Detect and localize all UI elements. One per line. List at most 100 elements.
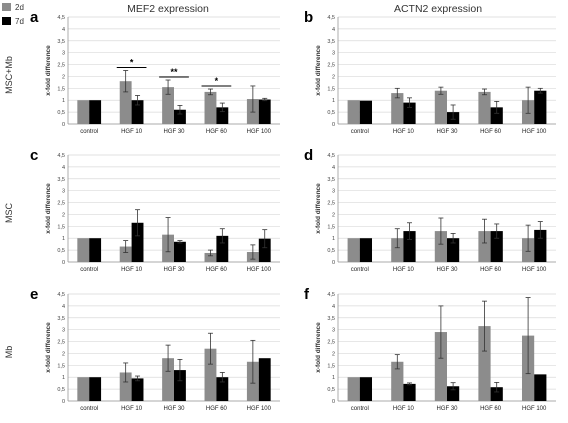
y-tick-label: 3,5 bbox=[57, 316, 65, 322]
bar-2d-control bbox=[77, 100, 90, 124]
bar-7d-control bbox=[89, 100, 102, 124]
bar-7d-control bbox=[359, 238, 373, 262]
bar-7d-hgf-10 bbox=[403, 383, 416, 401]
y-tick-label: 0 bbox=[62, 122, 65, 128]
y-tick-label: 2,5 bbox=[57, 63, 65, 69]
x-tick-label: control bbox=[351, 406, 369, 412]
y-tick-label: 1 bbox=[62, 98, 65, 104]
bar-7d-control bbox=[359, 100, 373, 124]
legend-label-2d: 2d bbox=[15, 3, 24, 12]
panel-letter-e: e bbox=[30, 286, 38, 303]
bar-2d-control bbox=[347, 100, 360, 124]
bar-7d-hgf-100 bbox=[534, 90, 547, 124]
bar-2d-hgf-10 bbox=[391, 93, 404, 124]
y-tick-label: 0,5 bbox=[57, 110, 65, 116]
row-label-msc-mb: MSC+Mb bbox=[4, 56, 14, 94]
legend: 2d 7d bbox=[2, 3, 24, 26]
bar-2d-hgf-60 bbox=[478, 91, 491, 124]
x-tick-label: HGF 30 bbox=[436, 406, 458, 412]
y-axis-label: x-fold difference bbox=[315, 183, 322, 234]
bar-7d-hgf-10 bbox=[131, 378, 144, 401]
bar-2d-hgf-10 bbox=[119, 81, 132, 124]
y-tick-label: 1 bbox=[332, 236, 335, 242]
y-tick-label: 2 bbox=[332, 212, 335, 218]
x-tick-label: HGF 100 bbox=[247, 129, 272, 135]
column-title-mef2: MEF2 expression bbox=[127, 3, 209, 15]
x-tick-label: HGF 10 bbox=[121, 406, 143, 412]
y-tick-label: 2,5 bbox=[327, 340, 335, 346]
x-tick-label: HGF 100 bbox=[522, 129, 547, 135]
x-tick-label: HGF 100 bbox=[522, 406, 547, 412]
y-tick-label: 4,5 bbox=[327, 15, 335, 21]
bar-7d-hgf-100 bbox=[258, 358, 271, 401]
y-tick-label: 4 bbox=[332, 304, 335, 310]
x-tick-label: HGF 30 bbox=[163, 129, 185, 135]
bar-2d-hgf-60 bbox=[478, 326, 491, 401]
panel-letter-b: b bbox=[304, 9, 313, 26]
x-tick-label: HGF 60 bbox=[206, 129, 228, 135]
y-tick-label: 1 bbox=[62, 375, 65, 381]
y-tick-label: 1 bbox=[62, 236, 65, 242]
x-tick-label: HGF 60 bbox=[480, 129, 502, 135]
x-tick-label: HGF 30 bbox=[163, 267, 185, 273]
panel-letter-d: d bbox=[304, 147, 313, 164]
y-tick-label: 1,5 bbox=[57, 224, 65, 230]
y-axis-label: x-fold difference bbox=[45, 45, 52, 96]
x-tick-label: HGF 10 bbox=[393, 406, 415, 412]
bar-7d-hgf-100 bbox=[258, 238, 271, 262]
significance-label: * bbox=[215, 76, 219, 86]
bar-2d-hgf-10 bbox=[119, 372, 132, 401]
y-tick-label: 4,5 bbox=[327, 292, 335, 298]
panel-e-chart: e x-fold difference 0 0,5 1 1,5 2 2,5 3 3,5 4 4,5 co… bbox=[30, 286, 280, 412]
y-tick-label: 0 bbox=[332, 399, 335, 405]
y-tick-label: 2 bbox=[62, 74, 65, 80]
y-tick-label: 2,5 bbox=[57, 201, 65, 207]
y-tick-label: 2 bbox=[332, 351, 335, 357]
bar-7d-hgf-60 bbox=[490, 107, 503, 124]
bar-2d-hgf-30 bbox=[162, 87, 174, 124]
bar-2d-hgf-10 bbox=[391, 361, 404, 401]
y-tick-label: 2,5 bbox=[327, 201, 335, 207]
bar-2d-hgf-10 bbox=[391, 238, 404, 262]
y-tick-label: 3 bbox=[62, 328, 65, 334]
y-tick-label: 0 bbox=[62, 399, 65, 405]
significance-label: * bbox=[130, 58, 134, 68]
y-tick-label: 0 bbox=[332, 260, 335, 266]
y-axis-label: x-fold difference bbox=[315, 45, 322, 96]
bar-2d-hgf-30 bbox=[162, 358, 174, 401]
panel-d-chart: d x-fold difference 0 0,5 1 1,5 2 2,5 3 3,5 4 4,5 co… bbox=[304, 147, 556, 273]
y-tick-label: 2 bbox=[62, 351, 65, 357]
bar-7d-hgf-10 bbox=[403, 231, 416, 262]
bar-7d-hgf-60 bbox=[216, 235, 229, 262]
bar-7d-hgf-10 bbox=[403, 102, 416, 124]
column-title-actn2: ACTN2 expression bbox=[394, 3, 482, 15]
y-axis-label: x-fold difference bbox=[315, 322, 322, 373]
x-tick-label: HGF 10 bbox=[121, 129, 143, 135]
bar-7d-hgf-10 bbox=[131, 100, 144, 124]
y-tick-label: 4 bbox=[332, 27, 335, 33]
bar-2d-hgf-60 bbox=[204, 348, 217, 401]
bar-7d-hgf-30 bbox=[174, 241, 186, 262]
bar-7d-control bbox=[359, 377, 373, 401]
y-tick-label: 3,5 bbox=[327, 316, 335, 322]
panel-letter-a: a bbox=[30, 9, 39, 26]
x-tick-label: control bbox=[80, 406, 98, 412]
bar-7d-hgf-30 bbox=[174, 370, 186, 401]
y-tick-label: 0 bbox=[62, 260, 65, 266]
y-tick-label: 1,5 bbox=[57, 363, 65, 369]
bar-7d-control bbox=[89, 238, 102, 262]
y-axis-label: x-fold difference bbox=[45, 322, 52, 373]
y-axis-label: x-fold difference bbox=[45, 183, 52, 234]
bar-7d-hgf-10 bbox=[131, 222, 144, 262]
significance-label: ** bbox=[170, 67, 178, 77]
bar-2d-hgf-30 bbox=[434, 231, 447, 262]
y-tick-label: 1 bbox=[332, 98, 335, 104]
panel-c-chart: c x-fold difference 0 0,5 1 1,5 2 2,5 3 3,5 4 4,5 co… bbox=[30, 147, 280, 273]
y-tick-label: 2 bbox=[62, 212, 65, 218]
bar-7d-hgf-100 bbox=[534, 374, 547, 401]
y-tick-label: 4,5 bbox=[57, 292, 65, 298]
x-tick-label: HGF 10 bbox=[393, 267, 415, 273]
x-tick-label: control bbox=[80, 129, 98, 135]
x-tick-label: HGF 30 bbox=[163, 406, 185, 412]
